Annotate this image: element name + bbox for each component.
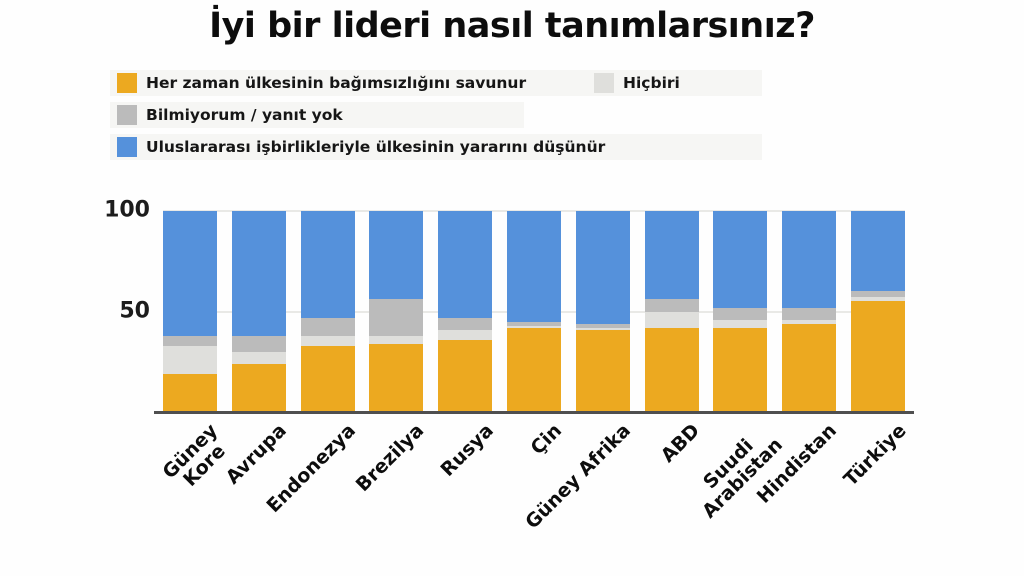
legend-swatch-orange xyxy=(117,73,137,93)
legend-label: Bilmiyorum / yanıt yok xyxy=(146,106,343,124)
legend-row: Bilmiyorum / yanıt yok xyxy=(110,102,524,128)
bar-segment xyxy=(575,211,630,324)
y-axis-tick-label: 50 xyxy=(119,298,150,324)
bar-hindistan xyxy=(782,211,837,412)
legend-item-bilmiyorum: Bilmiyorum / yanıt yok xyxy=(117,105,343,125)
bar-segment xyxy=(850,211,905,292)
bar-güney-afrika xyxy=(575,211,630,412)
bar-segment xyxy=(575,323,630,328)
x-axis-label-türkiye: Türkiye xyxy=(839,419,911,491)
legend-row: Uluslararası işbirlikleriyle ülkesinin y… xyxy=(110,134,762,160)
bar-segment xyxy=(850,301,905,412)
bar-segment xyxy=(300,345,355,412)
chart-title: İyi bir lideri nasıl tanımlarsınız? xyxy=(209,6,815,46)
bar-segment xyxy=(163,373,217,412)
y-axis-tick-label: 100 xyxy=(104,197,150,223)
legend-swatch-lightgray xyxy=(594,73,614,93)
bar-segment xyxy=(782,307,837,320)
bar-segment xyxy=(369,343,424,412)
x-axis-line xyxy=(154,411,914,414)
bar-segment xyxy=(782,211,837,308)
bar-segment xyxy=(506,321,561,326)
bar-segment xyxy=(713,327,768,412)
bar-segment xyxy=(850,291,905,298)
bar-segment xyxy=(163,345,217,374)
plot-area: 50 100 Güney Kore Avrupa Endonezya Brezilya R… xyxy=(104,199,914,533)
gridline-100 xyxy=(163,210,905,212)
bar-segment xyxy=(850,297,905,302)
bar-segment xyxy=(506,211,561,322)
legend-item-isbirligi: Uluslararası işbirlikleriyle ülkesinin y… xyxy=(117,137,605,157)
legend-label: Uluslararası işbirlikleriyle ülkesinin y… xyxy=(146,138,606,156)
bar-segment xyxy=(369,211,424,300)
bar-segment xyxy=(438,211,493,318)
bar-segment xyxy=(575,329,630,412)
legend-label: Her zaman ülkesinin bağımsızlığını savun… xyxy=(146,74,527,92)
bar-segment xyxy=(644,299,699,312)
bar-güney-kore xyxy=(163,211,217,412)
x-axis-label-avrupa: Avrupa xyxy=(221,419,291,489)
bar-segment xyxy=(300,317,355,336)
bar-segment xyxy=(438,339,493,412)
x-axis-label-abd: ABD xyxy=(656,419,704,467)
bar-segment xyxy=(713,211,768,308)
bar-group xyxy=(163,211,905,412)
bar-segment xyxy=(163,335,217,346)
bar-segment xyxy=(163,211,217,336)
bar-segment xyxy=(369,335,424,344)
bar-segment xyxy=(644,311,699,328)
bar-segment xyxy=(231,363,286,412)
bar-segment xyxy=(300,211,355,318)
bar-rusya xyxy=(438,211,493,412)
bar-segment xyxy=(231,211,286,336)
x-axis-label-rusya: Rusya xyxy=(436,419,498,481)
bar-segment xyxy=(231,335,286,352)
bar-segment xyxy=(506,327,561,412)
bar-türkiye xyxy=(850,211,905,412)
legend-item-hicbiri: Hiçbiri xyxy=(594,73,680,93)
bar-çin xyxy=(506,211,561,412)
bar-brezilya xyxy=(369,211,424,412)
bar-segment xyxy=(575,327,630,330)
bar-segment xyxy=(713,319,768,328)
bar-segment xyxy=(438,317,493,330)
legend: Her zaman ülkesinin bağımsızlığını savun… xyxy=(110,70,762,166)
x-axis-label-güney-kore: Güney Kore xyxy=(158,419,230,491)
bar-endonezya xyxy=(300,211,355,412)
legend-row: Her zaman ülkesinin bağımsızlığını savun… xyxy=(110,70,762,96)
x-axis-label-brezilya: Brezilya xyxy=(352,419,429,496)
bar-segment xyxy=(644,327,699,412)
x-axis-label-çin: Çin xyxy=(526,419,567,460)
legend-label: Hiçbiri xyxy=(623,74,680,92)
bar-suudi-arabistan xyxy=(713,211,768,412)
legend-swatch-blue xyxy=(117,137,137,157)
bar-segment xyxy=(782,319,837,324)
bar-segment xyxy=(438,329,493,340)
bar-abd xyxy=(644,211,699,412)
legend-swatch-gray xyxy=(117,105,137,125)
bar-segment xyxy=(782,323,837,412)
bar-segment xyxy=(506,325,561,328)
bar-segment xyxy=(300,335,355,346)
legend-item-savunur: Her zaman ülkesinin bağımsızlığını savun… xyxy=(117,73,526,93)
bar-segment xyxy=(231,351,286,364)
bar-segment xyxy=(369,299,424,336)
bar-segment xyxy=(713,307,768,320)
x-axis-labels: Güney Kore Avrupa Endonezya Brezilya Rusya Çi… xyxy=(158,412,911,572)
bar-avrupa xyxy=(231,211,286,412)
bar-segment xyxy=(644,211,699,300)
